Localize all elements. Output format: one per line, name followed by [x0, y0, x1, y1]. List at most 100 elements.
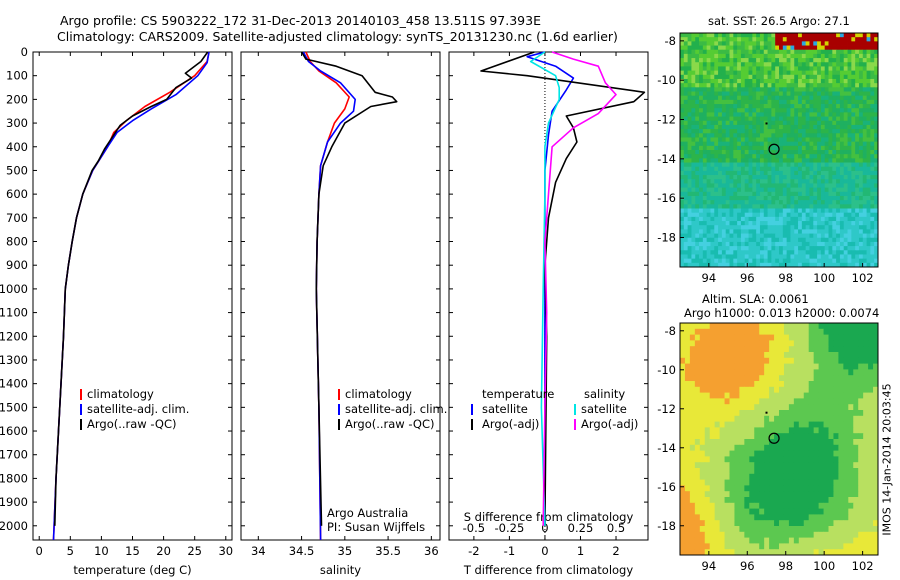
sst-map-cell [699, 237, 704, 243]
sst-map-cell [866, 179, 871, 184]
sst-map-cell [706, 216, 711, 222]
sst-map-cell [729, 158, 734, 163]
sst-map-cell [729, 187, 734, 193]
sst-map-cell [824, 170, 829, 176]
sst-map-cell [748, 49, 753, 55]
sla-map-cell [838, 508, 844, 515]
sla-map-cell [798, 473, 805, 480]
sst-map-cell [714, 216, 719, 222]
sla-map-cell [749, 450, 755, 457]
sla-map-cell [774, 549, 780, 556]
sst-map-cell [862, 124, 867, 130]
sla-map-cell [709, 346, 716, 353]
sla-map-cell [803, 444, 810, 451]
sst-map-cell [680, 254, 685, 260]
sla-map-cell [774, 497, 780, 504]
sla-map-cell [699, 473, 706, 480]
sla-map-cell [808, 433, 815, 440]
sst-map-cell [779, 225, 784, 230]
sst-map-cell [798, 133, 803, 138]
sst-map-cell [858, 137, 864, 143]
sla-map-cell [714, 421, 720, 428]
sla-map-cell [714, 468, 720, 475]
sst-map-cell [733, 191, 738, 197]
sla-map-cell [848, 352, 854, 359]
sst-map-cell [862, 49, 867, 55]
sla-map-cell [744, 537, 750, 544]
sla-map-cell [848, 485, 854, 492]
sst-map-cell [790, 37, 795, 42]
sla-map-cell [709, 508, 716, 515]
sst-map-cell [771, 99, 776, 105]
sla-map-cell [818, 369, 824, 376]
sla-map-cell [719, 526, 725, 533]
sla-map-cell [759, 473, 765, 480]
sla-map-cell [783, 381, 790, 388]
sst-map-cell [680, 183, 685, 189]
sst-map-cell [866, 66, 871, 72]
sla-map-cell [863, 369, 869, 376]
sst-map-cell [779, 78, 784, 84]
sst-map-cell [733, 87, 738, 92]
sst-map-cell [752, 145, 757, 151]
sst-map-cell [798, 158, 803, 163]
sst-map-cell [794, 37, 799, 42]
sla-map-cell [739, 334, 745, 341]
sla-map-cell [793, 468, 800, 475]
sla-map-cell [853, 450, 859, 457]
sst-map-cell [817, 133, 822, 138]
sst-map-cell [794, 133, 799, 138]
sst-map-cell [687, 108, 692, 113]
sst-map-cell [801, 170, 807, 176]
sst-map-cell [794, 170, 799, 176]
sst-map-cell [729, 104, 734, 109]
sla-map-cell [754, 462, 760, 469]
sst-map-cell [862, 166, 867, 172]
sst-map-cell [763, 45, 768, 51]
sst-map-cell [752, 225, 757, 230]
sst-map-cell [763, 108, 768, 113]
sst-map-cell [775, 170, 780, 176]
sst-map-cell [756, 212, 761, 218]
sst-map-cell [748, 62, 753, 67]
sst-map-cell [729, 237, 734, 243]
sst-map-cell [752, 112, 757, 117]
sst-map-cell [771, 74, 776, 80]
sst-map-cell [805, 241, 810, 247]
sla-map-cell [734, 392, 740, 399]
sla-map-cell [838, 340, 844, 347]
sst-map-cell [752, 62, 757, 67]
sst-map-cell [824, 78, 829, 84]
sst-map-cell [744, 99, 749, 105]
sla-map-cell [719, 543, 725, 550]
sla-map-cell [818, 502, 824, 509]
sst-map-cell [733, 229, 738, 234]
sla-map-cell [783, 415, 790, 422]
sst-map-cell [691, 83, 696, 88]
sst-map-cell [702, 191, 708, 197]
sla-map-cell [833, 346, 839, 353]
sla-map-cell [808, 340, 815, 347]
sla-map-cell [729, 473, 735, 480]
sla-map-cell [764, 328, 770, 335]
sst-map-cell [767, 87, 772, 92]
sst-map-cell [763, 41, 768, 46]
sst-map-cell [858, 187, 864, 193]
sla-map-cell [724, 520, 730, 527]
sst-map-cell [687, 200, 692, 205]
sla-map-cell [779, 479, 785, 486]
sla-map-cell [788, 421, 795, 428]
sla-map-cell [793, 398, 800, 405]
sst-map-cell [839, 195, 845, 201]
sst-map-cell [763, 129, 768, 134]
sla-map-cell [689, 346, 696, 353]
sst-map-cell [714, 175, 719, 180]
sst-map-cell [828, 116, 833, 122]
sst-map-cell [828, 104, 833, 109]
sst-map-cell [695, 95, 700, 101]
sst-map-cell [798, 78, 803, 84]
sst-map-cell [725, 45, 730, 51]
sst-map-cell [824, 221, 829, 226]
legend-label-salinity: climatology [345, 387, 412, 401]
sst-map-cell [858, 191, 864, 197]
